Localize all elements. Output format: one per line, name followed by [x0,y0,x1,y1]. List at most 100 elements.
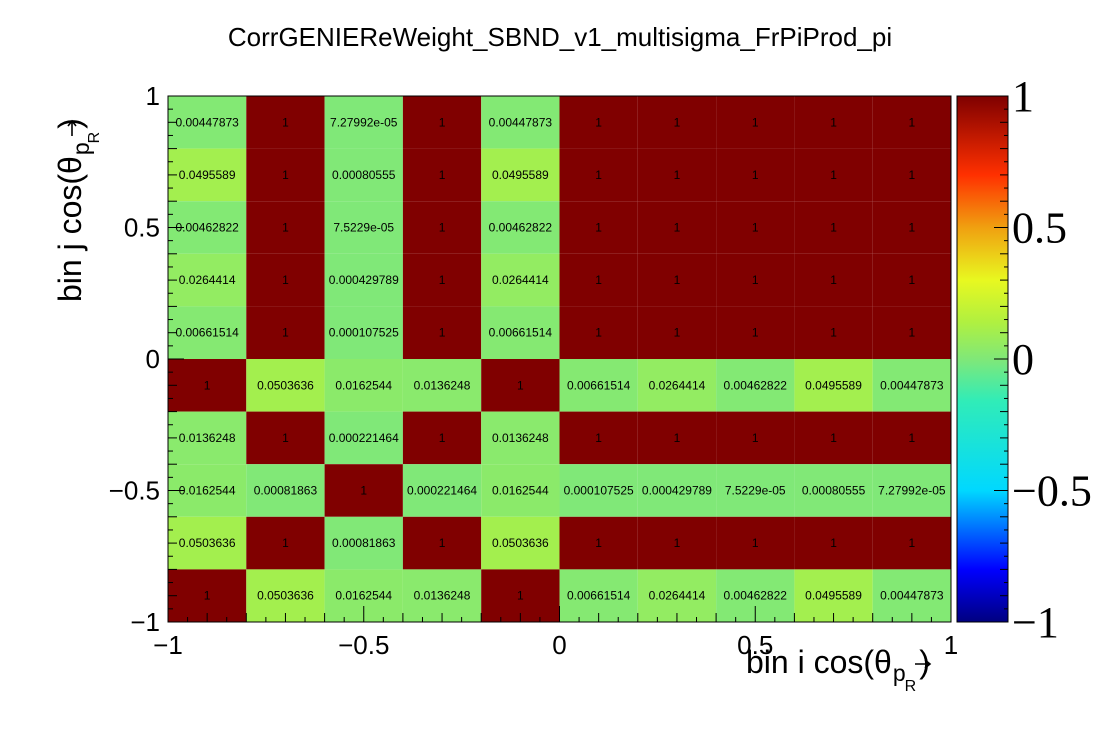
heatmap-cell [794,253,873,307]
cell-value-label: 0.00447873 [880,589,944,603]
heatmap-cell [716,96,795,149]
heatmap-cell [794,96,873,149]
cell-value-label: 7.27992e-05 [330,115,398,129]
color-palette-ticks [994,95,1008,623]
cell-value-label: 0.0503636 [257,589,314,603]
cell-value-label: 1 [909,115,916,129]
cell-value-label: 1 [752,431,759,445]
cell-value-label: 1 [517,378,524,392]
cell-value-label: 0.00080555 [802,484,866,498]
heatmap-cell [794,464,873,517]
cell-value-label: 0.000221464 [329,431,399,445]
heatmap-cell [402,201,482,254]
cell-value-label: 1 [909,221,916,235]
palette-tick-label: −1 [1012,598,1059,647]
cell-value-label: 1 [439,536,446,550]
cell-value-label: 1 [204,378,211,392]
heatmap-cell [168,411,247,465]
x-tick-label: −1 [153,630,183,660]
heatmap-cell [168,306,247,359]
cell-value-label: 1 [595,168,602,182]
cell-value-label: 1 [282,431,289,445]
cell-value-label: 1 [830,536,837,550]
cell-value-label: 1 [909,168,916,182]
heatmap-cell [637,306,717,359]
heatmap-cell [559,516,638,570]
x-tick-label: 0 [552,630,566,660]
cell-value-label: 1 [595,273,602,287]
cell-value-label: 1 [517,589,524,603]
cell-value-label: 0.00661514 [567,589,631,603]
cell-value-label: 1 [282,221,289,235]
cell-value-label: 1 [830,221,837,235]
cell-value-label: 0.0136248 [414,378,471,392]
heatmap-cell [716,201,795,254]
cell-value-label: 1 [282,326,289,340]
cell-value-label: 1 [439,273,446,287]
heatmap-cell [559,306,638,359]
palette-tick-label: 0.5 [1012,204,1067,253]
heatmap-cell [402,148,482,202]
heatmap-cells [168,96,951,622]
cell-value-label: 7.5229e-05 [333,221,394,235]
x-axis-title: bin i cos(θpR) [746,644,930,695]
heatmap-cell [794,148,873,202]
heatmap-cell [716,464,795,517]
cell-value-label: 0.0162544 [335,378,392,392]
heatmap-cell [637,516,717,570]
cell-value-label: 0.0503636 [179,536,236,550]
heatmap-cell [168,516,247,570]
cell-value-label: 1 [674,536,681,550]
heatmap-cell [481,253,560,307]
heatmap-cell [872,359,951,412]
cell-value-label: 1 [282,168,289,182]
cell-value-label: 0.00447873 [880,378,944,392]
cell-value-label: 1 [674,273,681,287]
heatmap-cell [559,253,638,307]
cell-value-label: 0.00080555 [332,168,396,182]
axis-ticks [167,95,952,623]
heatmap-cell [794,359,873,412]
heatmap-cell [559,201,638,254]
heatmap-cell [481,148,560,202]
heatmap-cell [637,148,717,202]
cell-value-label: 0.000429789 [329,273,399,287]
cell-value-label: 1 [439,431,446,445]
cell-value-label: 1 [674,221,681,235]
cell-value-label: 1 [595,221,602,235]
cell-value-label: 1 [595,115,602,129]
cell-value-label: 0.0264414 [649,378,706,392]
heatmap-cell [872,201,951,254]
heatmap-cell [716,148,795,202]
cell-value-label: 1 [752,326,759,340]
cell-value-label: 1 [830,115,837,129]
cell-value-label: 0.00462822 [724,589,788,603]
cell-value-label: 1 [752,115,759,129]
cell-value-label: 0.00081863 [254,484,318,498]
y-tick-label: −0.5 [109,476,160,506]
cell-value-label: 1 [360,484,367,498]
heatmap-cell [324,359,403,412]
cell-value-label: 0.0264414 [179,273,236,287]
color-palette-labels: −1 −0.5 0 0.5 1 [1012,72,1092,647]
x-tick-label: 0.5 [737,630,773,660]
heatmap-cell [872,253,951,307]
heatmap-cell [324,516,403,570]
heatmap-cell [481,359,560,412]
cell-value-label: 0.0503636 [257,378,314,392]
heatmap-cell [637,411,717,465]
heatmap-cell [246,148,325,202]
cell-value-label: 0.00462822 [489,221,553,235]
cell-value-label: 1 [595,431,602,445]
heatmap-cell [246,464,325,517]
heatmap-cell-labels: 0.00447873 1 7.27992e-05 1 0.00447873 1 1 1 1 1 0.… [175,115,945,602]
y-axis-title: bin j cos(θpR) [52,118,103,302]
heatmap-cell [716,516,795,570]
heatmap-cell [246,411,325,465]
heatmap-cell [481,411,560,465]
cell-value-label: 1 [752,168,759,182]
cell-value-label: 0.0162544 [179,484,236,498]
heatmap-cell [324,253,403,307]
cell-value-label: 1 [830,168,837,182]
heatmap-cell [324,464,403,517]
